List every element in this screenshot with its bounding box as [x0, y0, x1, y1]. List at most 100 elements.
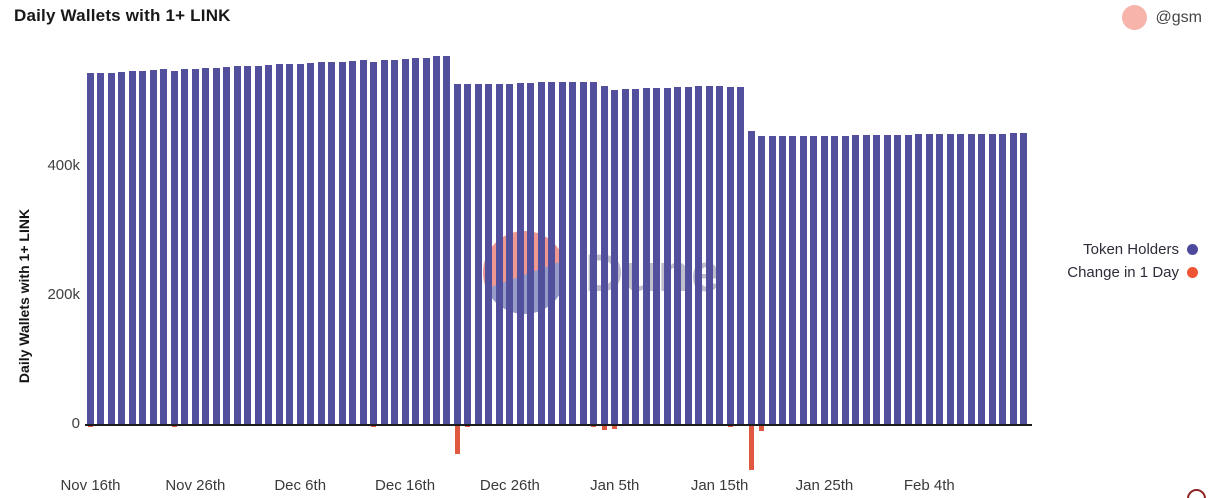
token-holders-bar[interactable]: [317, 62, 325, 425]
token-holders-bar[interactable]: [988, 133, 996, 425]
token-holders-bar[interactable]: [170, 70, 178, 425]
token-holders-bar[interactable]: [443, 55, 451, 425]
token-holders-bar[interactable]: [558, 81, 566, 425]
token-holders-bar[interactable]: [674, 87, 682, 425]
token-holders-bar[interactable]: [307, 62, 315, 425]
token-holders-bar[interactable]: [233, 66, 241, 425]
token-holders-bar[interactable]: [128, 71, 136, 425]
token-holders-bar[interactable]: [611, 89, 619, 425]
token-holders-bar[interactable]: [485, 84, 493, 425]
token-holders-bar[interactable]: [202, 68, 210, 425]
token-holders-bar[interactable]: [401, 59, 409, 425]
token-holders-bar[interactable]: [464, 84, 472, 425]
token-holders-bar[interactable]: [191, 68, 199, 425]
token-holders-bar[interactable]: [737, 87, 745, 425]
change-bar[interactable]: [748, 426, 754, 471]
token-holders-bar[interactable]: [97, 73, 105, 425]
token-holders-bar[interactable]: [527, 83, 535, 425]
token-holders-bar[interactable]: [904, 135, 912, 425]
token-holders-bar[interactable]: [967, 133, 975, 425]
token-holders-bar[interactable]: [453, 83, 461, 425]
change-bar[interactable]: [759, 426, 765, 432]
token-holders-bar[interactable]: [653, 88, 661, 425]
change-bar[interactable]: [171, 426, 177, 428]
token-holders-bar[interactable]: [915, 134, 923, 425]
token-holders-bar[interactable]: [820, 135, 828, 425]
token-holders-bar[interactable]: [212, 67, 220, 425]
token-holders-bar[interactable]: [779, 136, 786, 425]
token-holders-bar[interactable]: [925, 134, 933, 425]
token-holders-bar[interactable]: [380, 60, 388, 425]
token-holders-bar[interactable]: [999, 133, 1007, 425]
token-holders-bar[interactable]: [841, 135, 849, 425]
token-holders-bar[interactable]: [139, 70, 147, 425]
change-bar[interactable]: [727, 426, 733, 427]
token-holders-bar[interactable]: [537, 82, 545, 425]
token-holders-bar[interactable]: [370, 61, 378, 425]
token-holders-bar[interactable]: [296, 63, 304, 425]
user-avatar[interactable]: [1121, 5, 1147, 30]
token-holders-bar[interactable]: [516, 83, 524, 425]
change-bar[interactable]: [465, 426, 471, 427]
legend-item-token-holders[interactable]: Token Holders: [1083, 241, 1198, 258]
token-holders-bar[interactable]: [978, 133, 986, 425]
change-bar[interactable]: [591, 426, 597, 427]
token-holders-bar[interactable]: [107, 72, 115, 425]
token-holders-bar[interactable]: [873, 135, 881, 425]
token-holders-bar[interactable]: [883, 135, 891, 425]
token-holders-bar[interactable]: [286, 63, 294, 425]
change-bar[interactable]: [454, 426, 460, 454]
token-holders-bar[interactable]: [642, 88, 650, 425]
token-holders-bar[interactable]: [422, 57, 430, 425]
token-holders-bar[interactable]: [768, 136, 776, 425]
token-holders-bar[interactable]: [412, 58, 420, 425]
token-holders-bar[interactable]: [254, 65, 262, 425]
token-holders-bar[interactable]: [474, 84, 482, 425]
token-holders-bar[interactable]: [1009, 133, 1017, 425]
token-holders-bar[interactable]: [223, 66, 231, 425]
user-chip[interactable]: @gsm: [1121, 5, 1202, 30]
token-holders-bar[interactable]: [946, 134, 954, 425]
token-holders-bar[interactable]: [852, 135, 860, 425]
token-holders-bar[interactable]: [758, 136, 766, 425]
token-holders-bar[interactable]: [810, 135, 818, 425]
token-holders-bar[interactable]: [569, 81, 577, 425]
token-holders-bar[interactable]: [1020, 133, 1028, 425]
token-holders-bar[interactable]: [338, 61, 346, 425]
token-holders-bar[interactable]: [632, 88, 640, 425]
token-holders-bar[interactable]: [747, 131, 755, 425]
token-holders-bar[interactable]: [118, 72, 126, 425]
token-holders-bar[interactable]: [695, 86, 703, 425]
token-holders-bar[interactable]: [936, 134, 944, 425]
token-holders-bar[interactable]: [433, 56, 440, 425]
token-holders-bar[interactable]: [244, 65, 252, 425]
token-holders-bar[interactable]: [957, 134, 965, 425]
token-holders-bar[interactable]: [359, 60, 367, 425]
token-holders-bar[interactable]: [590, 82, 598, 425]
token-holders-bar[interactable]: [862, 135, 870, 425]
user-handle[interactable]: @gsm: [1155, 8, 1202, 26]
alert-circle-icon[interactable]: [1187, 489, 1206, 498]
token-holders-bar[interactable]: [391, 59, 399, 425]
token-holders-bar[interactable]: [265, 64, 273, 425]
token-holders-bar[interactable]: [275, 64, 283, 425]
token-holders-bar[interactable]: [831, 135, 839, 425]
token-holders-bar[interactable]: [789, 136, 797, 425]
token-holders-bar[interactable]: [705, 86, 713, 425]
token-holders-bar[interactable]: [579, 81, 587, 425]
token-holders-bar[interactable]: [799, 135, 807, 425]
token-holders-bar[interactable]: [663, 87, 671, 425]
token-holders-bar[interactable]: [349, 61, 357, 425]
change-bar[interactable]: [88, 426, 93, 428]
legend-item-change-in-1-day[interactable]: Change in 1 Day: [1067, 264, 1198, 281]
token-holders-bar[interactable]: [87, 73, 94, 425]
token-holders-bar[interactable]: [621, 88, 629, 425]
token-holders-bar[interactable]: [894, 135, 902, 425]
change-bar[interactable]: [371, 426, 377, 428]
token-holders-bar[interactable]: [716, 86, 724, 425]
token-holders-bar[interactable]: [726, 87, 734, 425]
token-holders-bar[interactable]: [149, 70, 157, 425]
token-holders-bar[interactable]: [160, 69, 168, 425]
token-holders-bar[interactable]: [181, 69, 189, 425]
